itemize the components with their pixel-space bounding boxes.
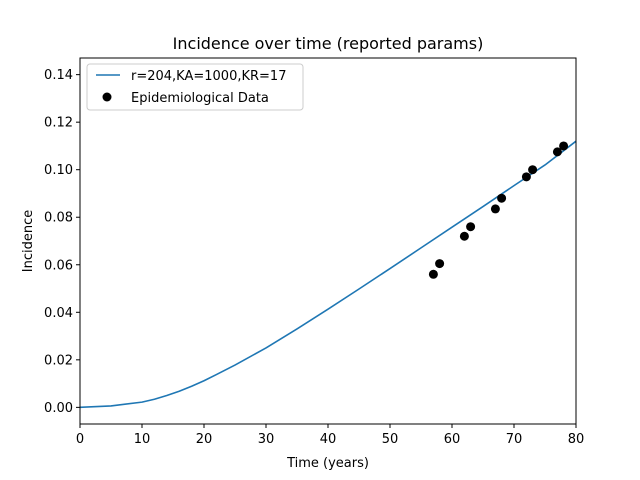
x-axis-label: Time (years) (286, 456, 369, 471)
y-axis-label: Incidence (21, 210, 36, 272)
y-axis: 0.00 0.02 0.04 0.06 0.08 0.10 0.12 0.14 (44, 68, 80, 416)
x-tick-label: 0 (76, 432, 84, 447)
y-tick-label: 0.04 (44, 306, 73, 321)
series-line (79, 140, 577, 409)
plot-area (79, 140, 577, 409)
axes-frame (79, 57, 577, 425)
x-tick-label: 10 (134, 432, 151, 447)
x-tick-label: 30 (258, 432, 275, 447)
data-point (552, 147, 562, 157)
x-tick-label: 50 (382, 432, 399, 447)
data-point (428, 269, 438, 279)
y-tick-label: 0.00 (44, 401, 73, 416)
y-tick-label: 0.12 (44, 116, 73, 131)
x-axis: 0 10 20 30 40 50 60 70 80 (76, 424, 584, 447)
data-point (466, 222, 476, 232)
y-tick-label: 0.02 (44, 353, 73, 368)
legend-entry-data: Epidemiological Data (131, 91, 269, 106)
legend-marker-swatch (102, 92, 112, 102)
data-point (559, 141, 569, 151)
x-tick-label: 80 (568, 432, 585, 447)
data-point (497, 193, 507, 203)
data-point (490, 204, 500, 214)
data-point (528, 165, 538, 175)
chart-title: Incidence over time (reported params) (173, 34, 484, 53)
legend-entry-line: r=204,KA=1000,KR=17 (131, 69, 286, 84)
data-point (521, 172, 531, 182)
data-point (435, 259, 445, 269)
x-tick-label: 70 (506, 432, 523, 447)
y-tick-label: 0.14 (44, 68, 73, 83)
data-point (459, 231, 469, 241)
x-tick-label: 60 (444, 432, 461, 447)
legend-box (86, 63, 304, 111)
y-tick-label: 0.06 (44, 258, 73, 273)
x-tick-label: 40 (320, 432, 337, 447)
x-tick-label: 20 (196, 432, 213, 447)
y-tick-label: 0.08 (44, 211, 73, 226)
legend: r=204,KA=1000,KR=17 Epidemiological Data (86, 63, 304, 111)
y-tick-label: 0.10 (44, 163, 73, 178)
